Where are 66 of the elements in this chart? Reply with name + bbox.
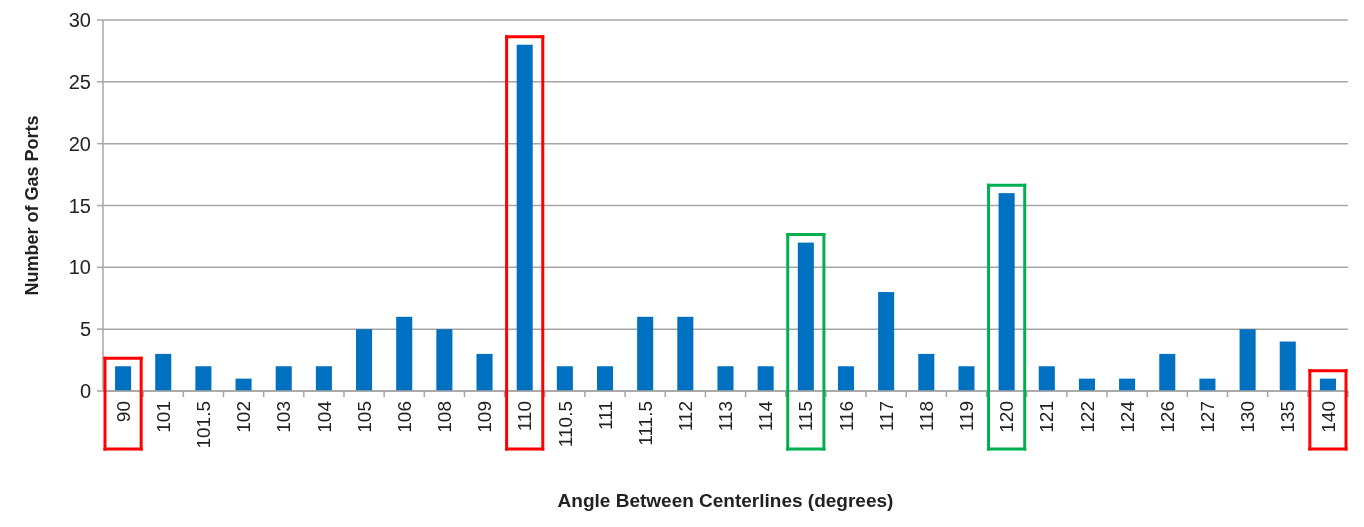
x-tick-label: 105 (353, 401, 375, 433)
x-tick-label: 116 (835, 401, 857, 432)
bar (958, 366, 975, 391)
bar (918, 353, 935, 391)
bar (516, 44, 533, 391)
x-tick-label: 119 (956, 401, 978, 432)
x-tick-label: 106 (393, 401, 415, 433)
x-tick-label: 113 (715, 401, 737, 432)
bar (1279, 341, 1296, 391)
x-tick-label: 101.5 (193, 401, 215, 449)
bar (115, 366, 132, 391)
x-tick-label: 110.5 (554, 401, 576, 448)
x-tick-label: 110 (514, 401, 536, 432)
y-tick-label: 0 (79, 380, 91, 402)
bar (596, 366, 614, 391)
x-tick-label: 124 (1116, 400, 1138, 433)
bar (155, 353, 172, 391)
x-tick-label: 102 (233, 401, 255, 433)
x-tick-label: 121 (1036, 401, 1058, 433)
bar (356, 329, 373, 391)
bar (1239, 329, 1256, 391)
bar (1038, 366, 1055, 391)
bar (315, 366, 332, 391)
bar (396, 316, 413, 391)
x-tick-label: 117 (875, 401, 897, 432)
x-tick-label: 118 (915, 401, 937, 432)
x-tick-label: 111 (594, 401, 616, 430)
bar (436, 329, 453, 391)
bar (195, 366, 212, 391)
x-tick-label: 103 (273, 401, 295, 433)
x-tick-label: 112 (674, 401, 696, 432)
bar (1159, 353, 1176, 391)
y-tick-label: 25 (68, 70, 91, 93)
bar (837, 366, 855, 391)
x-tick-label: 135 (1277, 401, 1299, 433)
bar (717, 366, 734, 391)
bar (275, 366, 292, 391)
x-tick-label: 114 (755, 400, 777, 432)
x-tick-label: 111.5 (634, 401, 656, 446)
x-tick-label: 108 (434, 401, 456, 433)
y-tick-label: 30 (68, 9, 91, 31)
bar (677, 316, 694, 391)
x-tick-label: 126 (1156, 401, 1178, 433)
x-tick-label: 140 (1317, 401, 1339, 433)
x-axis-title: Angle Between Centerlines (degrees) (557, 490, 894, 511)
bar (476, 353, 493, 391)
x-tick-label: 115 (795, 401, 817, 432)
y-tick-label: 5 (79, 318, 91, 341)
x-tick-label: 104 (313, 400, 335, 433)
y-tick-label: 15 (68, 194, 91, 217)
bar (757, 366, 774, 391)
bar (556, 366, 573, 391)
x-tick-label: 122 (1076, 401, 1098, 433)
x-tick-label: 120 (996, 401, 1018, 433)
x-tick-label: 130 (1237, 401, 1259, 433)
bar (637, 316, 654, 391)
x-tick-label: 127 (1197, 401, 1219, 433)
x-tick-label: 101 (152, 401, 174, 433)
y-tick-label: 10 (68, 256, 91, 279)
bar (878, 292, 895, 391)
x-tick-label: 90 (112, 401, 134, 423)
y-tick-label: 20 (68, 132, 91, 155)
y-axis-title: Number of Gas Ports (22, 115, 43, 296)
bar (998, 193, 1015, 391)
x-tick-label: 109 (474, 401, 496, 433)
bar (797, 242, 814, 391)
